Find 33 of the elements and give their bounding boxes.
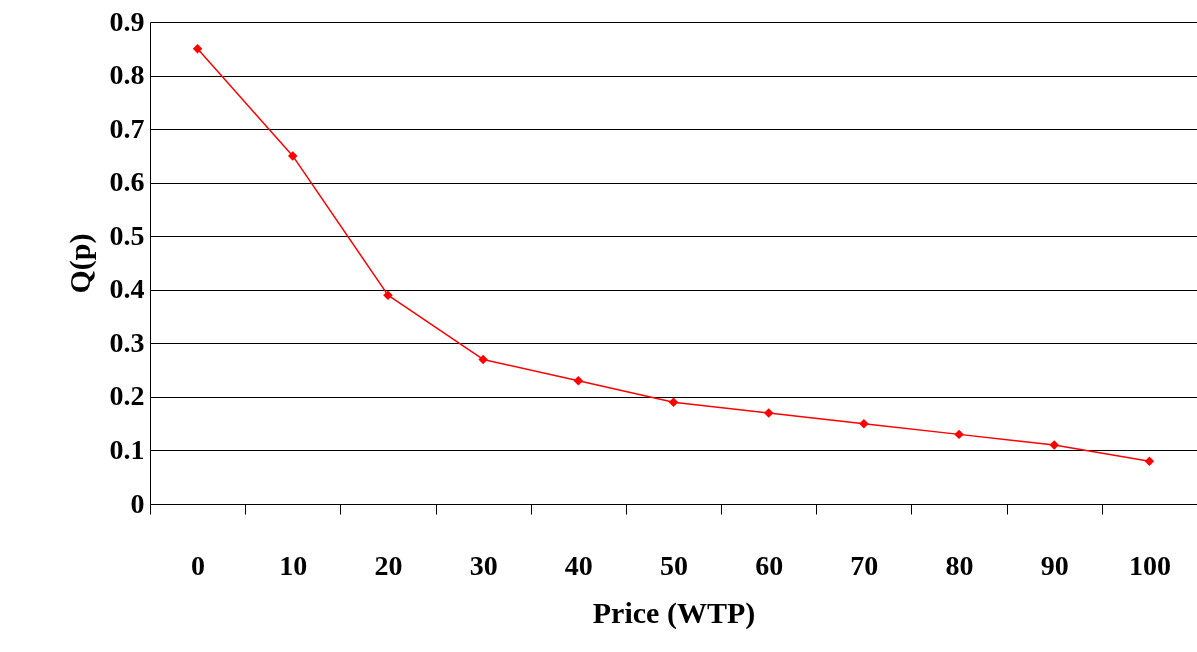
point [478,354,488,365]
x-tick-label: 100 [1128,549,1171,581]
point [1144,456,1155,466]
y-tick-label: 0.6 [109,166,145,198]
x-tick-label: 30 [469,549,498,581]
y-tick-label: 0.5 [109,219,145,251]
y-tick-label: 0.9 [109,5,145,37]
y-tick-label: 0.3 [109,326,145,358]
point [763,408,774,418]
point [573,376,584,386]
point [668,397,679,407]
x-tick-label: 40 [564,549,593,581]
y-tick-label: 0.4 [109,273,145,305]
x-tick-label: 10 [279,549,308,581]
x-tick-label: 70 [850,549,879,581]
x-tick-label: 20 [374,549,403,581]
y-tick-label: 0.8 [109,59,145,91]
x-tick-label: 90 [1040,549,1069,581]
point [288,151,298,161]
point [192,44,203,54]
y-tick-label: 0.1 [109,433,145,465]
point [1049,440,1059,450]
y-tick-label: 0.2 [109,380,145,412]
x-tick-label: 0 [191,549,206,581]
x-axis-title: Price (WTP) [592,595,756,630]
x-tick-label: 50 [660,549,688,581]
x-tick-label: 80 [945,549,974,581]
y-tick-label: 0 [130,487,145,519]
point [954,429,964,440]
x-tick-label: 60 [755,549,784,581]
y-axis-title: Q(p) [62,233,97,294]
point [859,418,869,429]
y-tick-label: 0.7 [109,112,145,144]
